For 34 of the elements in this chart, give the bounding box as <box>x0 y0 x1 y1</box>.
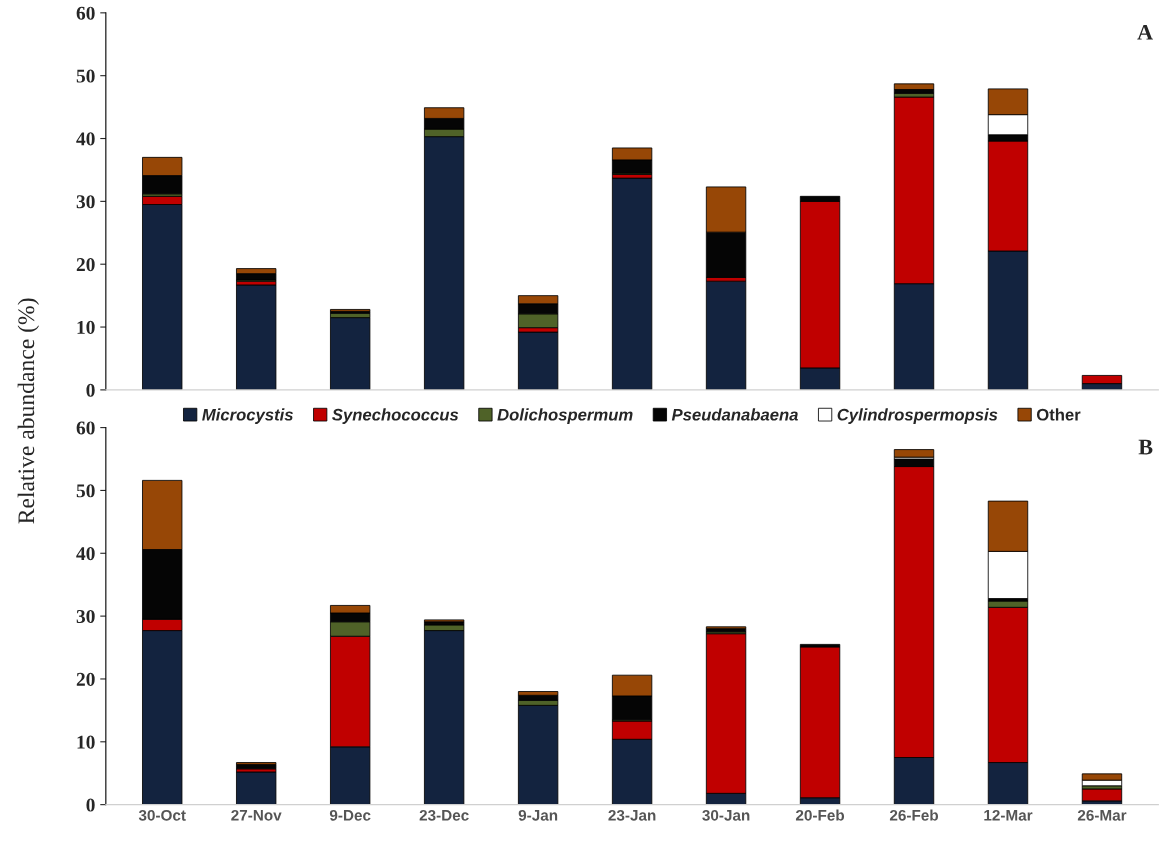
x-tick-label: 26-Feb <box>889 809 939 821</box>
x-tick-label: 23-Jan <box>608 809 656 821</box>
y-tick-label: 50 <box>76 484 95 498</box>
legend-label: Pseudanabaena <box>671 408 798 421</box>
y-tick-label: 10 <box>77 735 95 749</box>
y-tick-label: 40 <box>76 132 95 146</box>
y-tick-label: 40 <box>76 547 95 561</box>
y-tick-label: 60 <box>76 421 95 435</box>
legend-label: Dolichospermum <box>497 408 633 424</box>
x-tick-label: 27-Nov <box>231 809 282 821</box>
y-tick-label: 0 <box>86 383 95 397</box>
y-tick-label: 20 <box>76 672 95 686</box>
x-tick-label: 26-Mar <box>1077 809 1127 821</box>
x-tick-label: 30-Jan <box>702 809 750 821</box>
x-tick-label: 9-Dec <box>329 809 371 821</box>
legend-label: Cylindrospermopsis <box>837 408 998 424</box>
annotation: A <box>1137 24 1153 40</box>
x-tick-label: 9-Jan <box>518 809 558 821</box>
y-tick-label: 60 <box>76 6 95 20</box>
x-tick-label: 30-Oct <box>138 809 186 821</box>
y-tick-label: 30 <box>76 609 95 624</box>
y-tick-label: 50 <box>76 69 95 83</box>
y-tick-label: 10 <box>77 320 95 334</box>
x-tick-label: 23-Dec <box>419 809 469 821</box>
legend-label: Microcystis <box>202 408 293 424</box>
legend-label: Other <box>1036 408 1081 421</box>
x-tick-label: 20-Feb <box>795 809 845 821</box>
legend-label: Synechococcus <box>332 408 459 424</box>
y-tick-label: 20 <box>76 258 95 272</box>
x-tick-label: 12-Mar <box>984 809 1033 821</box>
y-tick-label: 0 <box>86 798 95 812</box>
y-axis-title: Relative abundance (%) <box>17 298 40 524</box>
annotation: B <box>1138 439 1153 455</box>
y-tick-label: 30 <box>76 195 95 209</box>
